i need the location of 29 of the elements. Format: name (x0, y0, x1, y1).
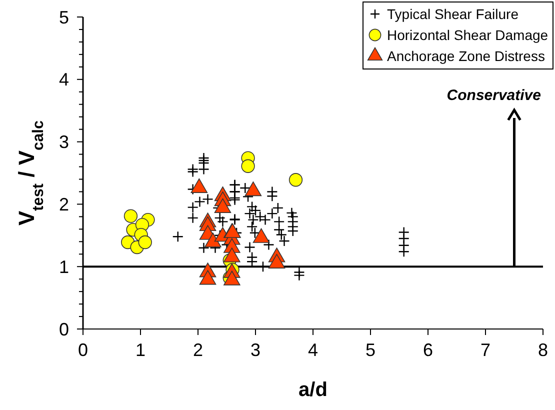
point (214, 198, 232, 213)
point (224, 270, 240, 286)
x-tick-label: 5 (365, 340, 376, 360)
legend-label: Horizontal Shear Damage (387, 26, 548, 43)
y-tick-label: 1 (58, 256, 69, 277)
x-tick-label: 3 (250, 340, 261, 360)
x-axis-title: a/d (298, 379, 328, 401)
y-tick-label: 3 (58, 132, 69, 152)
x-tick-label: 8 (538, 340, 548, 360)
x-tick-label: 1 (135, 340, 146, 360)
x-tick-label: 4 (308, 340, 318, 360)
x-tick-label: 2 (192, 340, 204, 360)
point (268, 254, 286, 268)
point (204, 232, 222, 248)
x-tick-label: 7 (480, 340, 491, 360)
legend-label: Anchorage Zone Distress (387, 48, 545, 64)
y-tick-label: 5 (58, 7, 69, 28)
point (190, 178, 208, 193)
legend-label: Typical Shear Failure (387, 6, 519, 22)
point (252, 228, 270, 243)
y-tick-label: 2 (58, 194, 69, 214)
point (244, 181, 262, 196)
y-tick-label: 0 (58, 319, 69, 340)
annotation: Conservative (446, 87, 541, 104)
point (224, 248, 240, 262)
x-tick-label: 0 (78, 340, 88, 360)
x-tick-label: 6 (422, 340, 434, 360)
y-tick-label: 4 (58, 70, 69, 90)
point (199, 270, 216, 285)
